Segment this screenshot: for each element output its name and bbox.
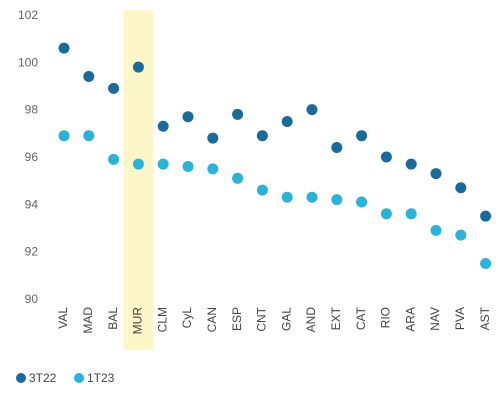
y-tick-label: 100 [18,55,38,69]
point-3t22-rio [380,151,392,163]
y-axis: 90 92 94 96 98 100 102 [18,8,38,306]
highlight-band [123,10,154,350]
point-1t23-gal [281,191,293,203]
x-tick-label: CAN [205,307,219,332]
x-tick-label: ARA [403,307,417,332]
point-1t23-cat [356,196,368,208]
x-tick-label: CyL [180,307,194,329]
point-1t23-clm [157,158,169,170]
x-tick-label: EXT [329,306,343,330]
point-1t23-ara [405,208,417,220]
point-1t23-cyl [182,160,194,172]
point-3t22-ext [331,142,343,154]
x-tick-label: AST [478,306,492,330]
y-tick-label: 92 [25,245,39,259]
x-tick-label: CNT [255,306,269,331]
x-tick-label: MUR [131,307,145,335]
point-3t22-esp [232,108,244,120]
y-tick-label: 90 [25,292,39,306]
point-1t23-ext [331,194,343,206]
point-1t23-esp [232,172,244,184]
point-1t23-mur [132,158,144,170]
data-points [58,42,492,269]
point-3t22-cat [356,130,368,142]
x-tick-label: RIO [379,307,393,328]
y-tick-label: 94 [25,197,39,211]
x-tick-label: CLM [155,307,169,332]
point-1t23-cnt [256,184,268,196]
point-1t23-and [306,191,318,203]
x-tick-label: VAL [56,307,70,329]
point-3t22-clm [157,120,169,132]
point-3t22-can [207,132,219,144]
x-tick-label: ESP [230,307,244,331]
x-tick-label: NAV [428,307,442,331]
point-3t22-bal [108,82,120,94]
point-3t22-mad [83,71,95,83]
point-1t23-val [58,130,70,142]
x-tick-label: MAD [81,307,95,334]
point-3t22-nav [430,168,442,180]
point-1t23-mad [83,130,95,142]
point-1t23-bal [108,153,120,165]
highlight-layer [123,10,154,350]
x-tick-label: BAL [106,307,120,330]
y-tick-label: 96 [25,150,39,164]
x-tick-label: PVA [453,307,467,330]
point-3t22-ara [405,158,417,170]
x-tick-label: GAL [279,307,293,331]
point-1t23-can [207,163,219,175]
legend-label-3t22: 3T22 [29,371,57,385]
legend-label-1t23: 1T23 [87,371,115,385]
point-3t22-pva [455,182,467,194]
x-tick-label: AND [304,307,318,333]
legend: 3T22 1T23 [16,371,115,385]
point-3t22-cnt [256,130,268,142]
point-3t22-mur [132,61,144,73]
y-tick-label: 98 [25,103,39,117]
point-3t22-ast [480,210,492,222]
point-3t22-val [58,42,70,54]
point-1t23-rio [380,208,392,220]
x-tick-label: CAT [354,306,368,330]
y-tick-label: 102 [18,8,38,22]
point-1t23-ast [480,258,492,269]
point-3t22-cyl [182,111,194,123]
point-1t23-nav [430,224,442,236]
legend-swatch-1t23 [74,373,84,383]
point-3t22-and [306,104,318,116]
point-3t22-gal [281,116,293,127]
legend-swatch-3t22 [16,373,26,383]
x-axis: VAL MAD BAL MUR CLM CyL CAN ESP CNT GAL AND EXT CAT R… [56,306,492,334]
point-1t23-pva [455,229,467,241]
